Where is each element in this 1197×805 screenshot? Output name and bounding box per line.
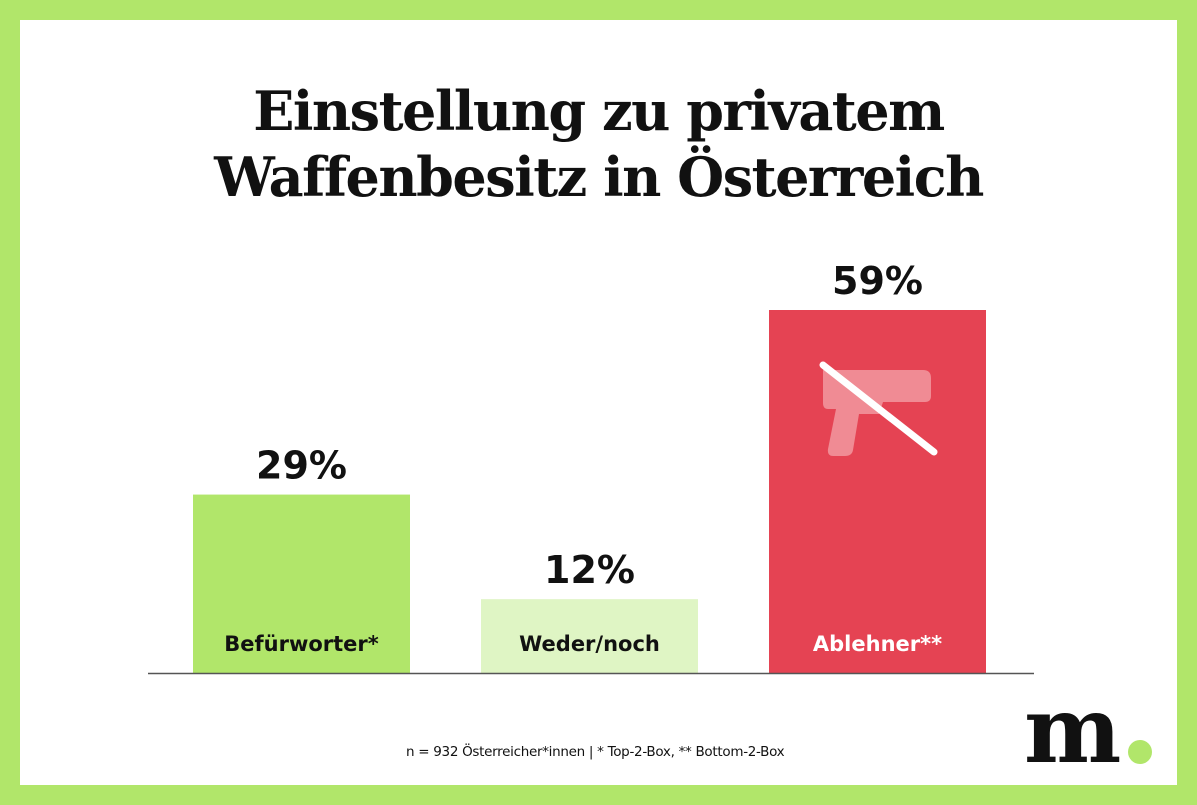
category-label-2: Ablehner** [813,632,942,656]
title-line-2: Waffenbesitz in Österreich [214,145,984,209]
logo: m [1024,676,1121,784]
no-gun-icon [819,361,938,456]
chart-title: Einstellung zu privatem Waffenbesitz in … [0,78,1197,210]
title-line-1: Einstellung zu privatem [253,79,945,143]
category-label-0: Befürworter* [224,632,379,656]
bar-1 [481,599,698,673]
value-label-0: 29% [256,444,347,488]
footnote: n = 932 Österreicher*innen | * Top-2-Box… [406,744,785,760]
bar-2 [769,310,986,673]
value-label-1: 12% [544,548,635,592]
bar-0 [193,494,410,673]
logo-dot [1128,740,1152,764]
category-label-1: Weder/noch [519,632,660,656]
value-label-2: 59% [832,259,923,303]
